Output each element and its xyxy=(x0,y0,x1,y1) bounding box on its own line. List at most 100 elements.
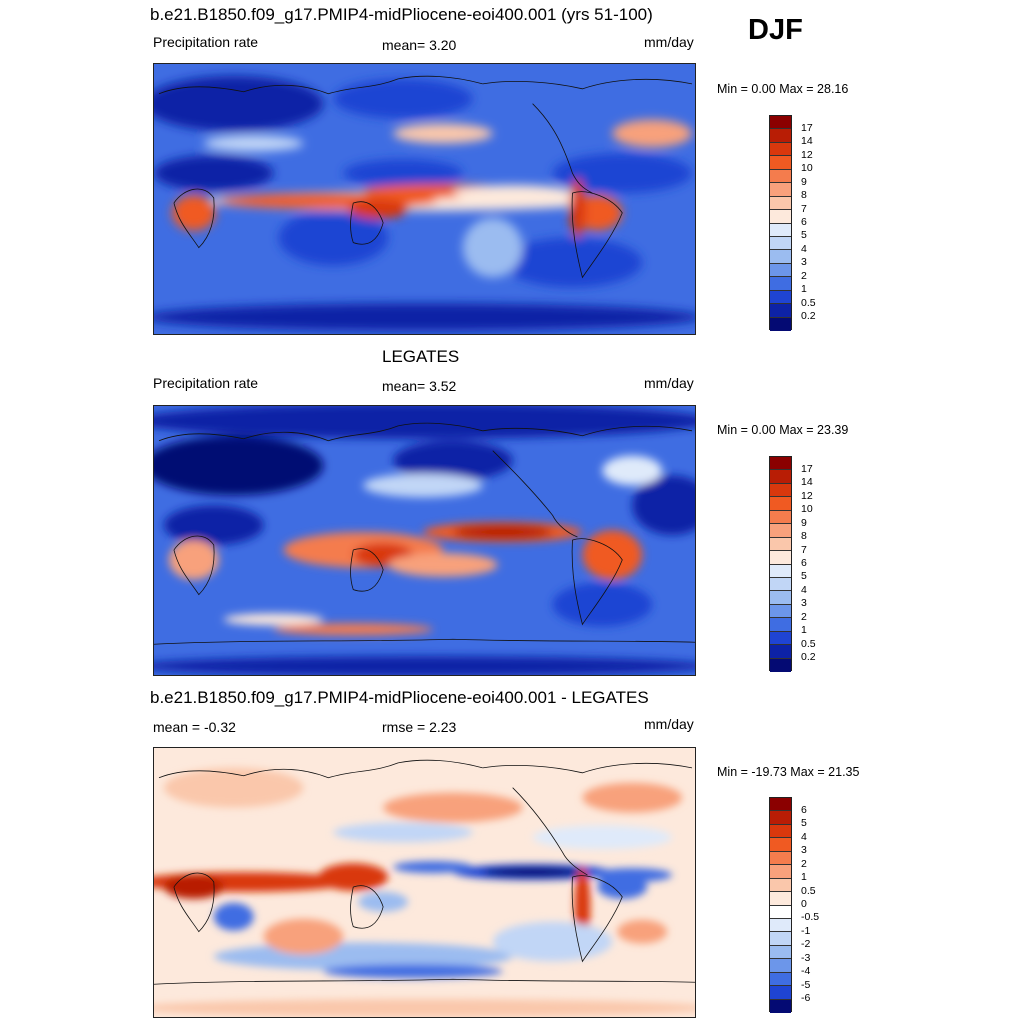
panel-2-minmax-label: Min = 0.00 Max = 23.39 xyxy=(717,423,849,437)
colorbar-tick-label: 7 xyxy=(801,543,807,556)
colorbar-swatch xyxy=(770,811,791,825)
colorbar-swatch xyxy=(770,483,791,498)
colorbar-swatch xyxy=(770,537,791,552)
panel-2-map xyxy=(153,405,696,676)
colorbar-swatch xyxy=(770,878,791,893)
colorbar-swatch xyxy=(770,236,791,251)
colorbar-swatch xyxy=(770,183,791,197)
panel-3-minmax-label: Min = -19.73 Max = 21.35 xyxy=(717,765,860,779)
colorbar-tick-label: 3 xyxy=(801,256,807,269)
colorbar-swatch xyxy=(770,999,791,1013)
panel-2-units-label: mm/day xyxy=(644,375,694,391)
panel-3-title: b.e21.B1850.f09_g17.PMIP4-midPliocene-eo… xyxy=(150,688,649,707)
colorbar-tick-label: 9 xyxy=(801,175,807,188)
colorbar-tick-label: 0.2 xyxy=(801,310,816,323)
colorbar-swatch xyxy=(770,277,791,291)
season-label: DJF xyxy=(748,14,803,46)
panel-1-variable-label: Precipitation rate xyxy=(153,34,259,50)
colorbar-tick-label: 0.2 xyxy=(801,651,816,664)
colorbar-tick-label: 8 xyxy=(801,530,807,543)
colorbar-swatch xyxy=(770,510,791,525)
colorbar-tick-label: 17 xyxy=(801,462,813,475)
colorbar-swatch xyxy=(770,551,791,565)
colorbar-tick-label: 5 xyxy=(801,570,807,583)
panel-1-mean-label: mean= 3.20 xyxy=(382,37,457,53)
colorbar-tick-label: 5 xyxy=(801,817,807,830)
colorbar-swatch xyxy=(770,618,791,632)
colorbar-tick-label: -5 xyxy=(801,978,811,991)
colorbar-swatch xyxy=(770,865,791,879)
colorbar-swatch xyxy=(770,196,791,211)
colorbar-swatch xyxy=(770,918,791,933)
colorbar-swatch xyxy=(770,290,791,305)
colorbar-tick-label: 5 xyxy=(801,229,807,242)
colorbar-tick-label: 9 xyxy=(801,516,807,529)
colorbar-swatch xyxy=(770,838,791,852)
colorbar-tick-label: 14 xyxy=(801,135,813,148)
colorbar-tick-label: 0.5 xyxy=(801,296,816,309)
colorbar-tick-label: 12 xyxy=(801,148,813,161)
panel-2-title: LEGATES xyxy=(382,347,460,366)
colorbar-swatch xyxy=(770,959,791,973)
panel-1-title: b.e21.B1850.f09_g17.PMIP4-midPliocene-eo… xyxy=(150,5,653,24)
colorbar-tick-label: 1 xyxy=(801,624,807,637)
colorbar-swatch xyxy=(770,524,791,538)
colorbar-swatch xyxy=(770,932,791,946)
colorbar-swatch xyxy=(770,658,791,672)
panel-2-colorbar xyxy=(769,456,792,672)
colorbar-swatch xyxy=(770,824,791,839)
panel-1-units-label: mm/day xyxy=(644,34,694,50)
colorbar-tick-label: -2 xyxy=(801,938,811,951)
colorbar-tick-label: 14 xyxy=(801,476,813,489)
colorbar-swatch xyxy=(770,631,791,646)
colorbar-swatch xyxy=(770,263,791,278)
colorbar-tick-label: 3 xyxy=(801,844,807,857)
colorbar-tick-label: 2 xyxy=(801,269,807,282)
colorbar-tick-label: 3 xyxy=(801,597,807,610)
colorbar-tick-label: 17 xyxy=(801,121,813,134)
colorbar-swatch xyxy=(770,142,791,157)
colorbar-swatch xyxy=(770,497,791,511)
panel-3-colorbar xyxy=(769,797,792,1013)
colorbar-tick-label: 4 xyxy=(801,242,807,255)
colorbar-swatch xyxy=(770,986,791,1000)
panel-3-rmse-label: rmse = 2.23 xyxy=(382,719,457,735)
colorbar-tick-label: 1 xyxy=(801,283,807,296)
colorbar-swatch xyxy=(770,577,791,592)
colorbar-swatch xyxy=(770,645,791,659)
colorbar-tick-label: 2 xyxy=(801,857,807,870)
colorbar-swatch xyxy=(770,317,791,331)
panel-3-map xyxy=(153,747,696,1018)
colorbar-tick-label: 4 xyxy=(801,830,807,843)
colorbar-tick-label: 2 xyxy=(801,610,807,623)
colorbar-tick-label: 7 xyxy=(801,202,807,215)
colorbar-swatch xyxy=(770,591,791,605)
colorbar-tick-label: 10 xyxy=(801,162,813,175)
colorbar-tick-label: 0 xyxy=(801,898,807,910)
colorbar-swatch xyxy=(770,470,791,484)
panel-1-minmax-label: Min = 0.00 Max = 28.16 xyxy=(717,82,849,96)
colorbar-swatch xyxy=(770,972,791,987)
colorbar-tick-label: 6 xyxy=(801,557,807,569)
colorbar-tick-label: -4 xyxy=(801,965,811,978)
colorbar-swatch xyxy=(770,457,791,471)
panel-2-variable-label: Precipitation rate xyxy=(153,375,259,391)
panel-1-colorbar xyxy=(769,115,792,331)
colorbar-tick-label: 4 xyxy=(801,583,807,596)
colorbar-tick-label: -0.5 xyxy=(801,911,820,924)
colorbar-tick-label: 12 xyxy=(801,489,813,502)
colorbar-swatch xyxy=(770,604,791,619)
colorbar-swatch xyxy=(770,156,791,170)
colorbar-tick-label: 0.5 xyxy=(801,637,816,650)
colorbar-swatch xyxy=(770,798,791,812)
colorbar-tick-label: 10 xyxy=(801,503,813,516)
colorbar-swatch xyxy=(770,564,791,578)
panel-3-units-label: mm/day xyxy=(644,716,694,732)
colorbar-tick-label: -1 xyxy=(801,924,811,937)
colorbar-swatch xyxy=(770,129,791,143)
colorbar-swatch xyxy=(770,169,791,184)
colorbar-tick-label: 8 xyxy=(801,189,807,202)
colorbar-swatch xyxy=(770,851,791,866)
colorbar-tick-label: 6 xyxy=(801,216,807,228)
colorbar-tick-label: -6 xyxy=(801,992,811,1005)
